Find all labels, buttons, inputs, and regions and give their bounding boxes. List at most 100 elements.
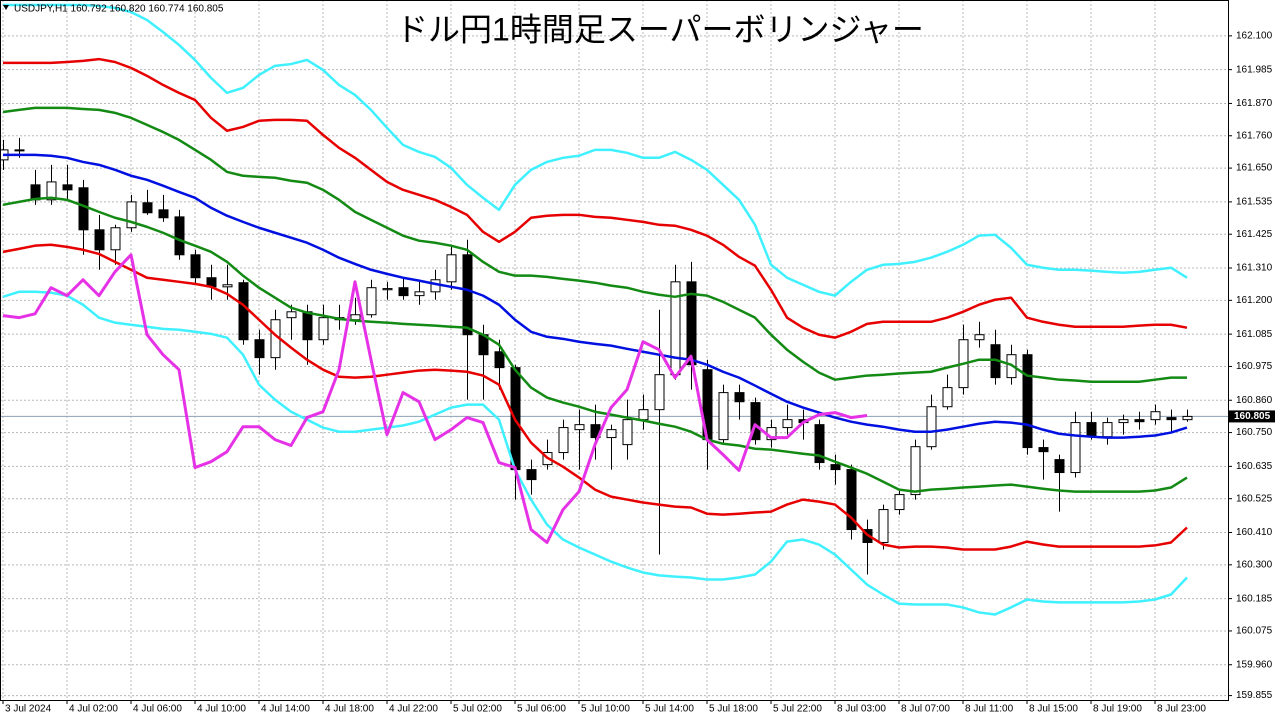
x-tick-label: 5 Jul 22:00 bbox=[773, 704, 822, 715]
candle-body bbox=[526, 469, 537, 481]
y-tick-label: 161.985 bbox=[1236, 64, 1273, 75]
y-tick-label: 160.410 bbox=[1236, 527, 1273, 538]
candle-body bbox=[926, 406, 937, 448]
band-line bbox=[2, 243, 1188, 551]
candle-body bbox=[398, 287, 409, 297]
candle-body bbox=[62, 184, 73, 191]
candle-body bbox=[302, 311, 313, 341]
candle-body bbox=[1102, 422, 1113, 438]
y-tick-label: 160.185 bbox=[1236, 593, 1273, 604]
x-tick-label: 8 Jul 11:00 bbox=[965, 704, 1014, 715]
candle-body bbox=[1070, 422, 1081, 474]
y-tick-label: 160.860 bbox=[1236, 395, 1273, 406]
y-tick-label: 160.635 bbox=[1236, 461, 1273, 472]
band-line bbox=[2, 196, 1188, 493]
y-tick-label: 160.975 bbox=[1236, 361, 1273, 372]
candle-body bbox=[942, 387, 953, 408]
plot-marks bbox=[0, 3, 1193, 616]
candle-body bbox=[94, 229, 105, 251]
last-price-label: 160.805 bbox=[1234, 411, 1271, 422]
x-tick-label: 5 Jul 14:00 bbox=[645, 704, 694, 715]
band-line bbox=[2, 106, 1187, 383]
candle-body bbox=[446, 254, 457, 283]
candle-body bbox=[462, 254, 473, 336]
x-tick-label: 8 Jul 03:00 bbox=[837, 704, 886, 715]
candle-body bbox=[414, 291, 425, 297]
candle-body bbox=[78, 187, 89, 231]
x-tick-label: 4 Jul 22:00 bbox=[389, 704, 438, 715]
x-tick-label: 5 Jul 10:00 bbox=[581, 704, 630, 715]
candle-body bbox=[910, 446, 921, 496]
y-tick-label: 159.960 bbox=[1236, 659, 1273, 670]
candle-body bbox=[1166, 417, 1177, 421]
candle-body bbox=[46, 181, 57, 201]
candle-body bbox=[1022, 354, 1033, 449]
y-tick-label: 161.760 bbox=[1236, 130, 1273, 141]
candle-body bbox=[558, 427, 569, 454]
candle-body bbox=[174, 216, 185, 256]
candle-body bbox=[782, 419, 793, 429]
band-line bbox=[3, 57, 1188, 339]
y-tick-label: 161.425 bbox=[1236, 229, 1273, 240]
candle-body bbox=[126, 201, 137, 229]
candle-body bbox=[846, 469, 857, 531]
candle-body bbox=[366, 287, 377, 316]
candle-body bbox=[286, 311, 297, 319]
y-tick-label: 160.300 bbox=[1236, 559, 1273, 570]
candle-body bbox=[222, 284, 233, 288]
candle-body bbox=[158, 209, 169, 219]
candle-body bbox=[574, 424, 585, 431]
plot-frame bbox=[0, 0, 1229, 701]
band-line bbox=[3, 3, 1188, 297]
candle-body bbox=[14, 149, 25, 152]
y-tick-label: 161.870 bbox=[1236, 98, 1273, 109]
band-line bbox=[2, 290, 1188, 616]
x-tick-label: 4 Jul 14:00 bbox=[261, 704, 310, 715]
candle-body bbox=[638, 409, 649, 421]
candle-body bbox=[1086, 422, 1097, 438]
candle-body bbox=[110, 227, 121, 251]
y-tick-label: 161.200 bbox=[1236, 295, 1273, 306]
x-tick-label: 4 Jul 10:00 bbox=[197, 704, 246, 715]
y-tick-label: 161.535 bbox=[1236, 197, 1273, 208]
x-tick-label: 5 Jul 06:00 bbox=[517, 704, 566, 715]
candle-body bbox=[734, 392, 745, 403]
last-price-box bbox=[1229, 410, 1275, 423]
x-tick-label: 8 Jul 23:00 bbox=[1157, 704, 1206, 715]
candle-body bbox=[382, 288, 393, 291]
x-tick-label: 8 Jul 15:00 bbox=[1029, 704, 1078, 715]
symbol-info: USDJPY,H1 160.792 160.820 160.774 160.80… bbox=[14, 4, 224, 15]
candle-body bbox=[654, 374, 665, 411]
chart-title: ドル円1時間足スーパーボリンジャー bbox=[396, 11, 924, 47]
candle-body bbox=[1054, 459, 1065, 474]
candle-body bbox=[142, 202, 153, 214]
x-tick-label: 4 Jul 18:00 bbox=[325, 704, 374, 715]
candle-body bbox=[350, 314, 361, 321]
x-tick-label: 4 Jul 06:00 bbox=[133, 704, 182, 715]
y-tick-label: 160.525 bbox=[1236, 493, 1273, 504]
symbol-icon bbox=[3, 5, 9, 10]
candle-body bbox=[1118, 419, 1129, 424]
candle-body bbox=[814, 424, 825, 464]
candle-body bbox=[622, 419, 633, 446]
candle-body bbox=[318, 317, 329, 341]
candle-body bbox=[606, 429, 617, 439]
candle-body bbox=[1134, 419, 1145, 423]
y-tick-label: 159.855 bbox=[1236, 690, 1273, 701]
y-tick-label: 162.100 bbox=[1236, 30, 1273, 41]
band-line bbox=[3, 153, 1188, 439]
candle-body bbox=[894, 494, 905, 511]
y-tick-label: 160.075 bbox=[1236, 626, 1273, 637]
x-tick-label: 5 Jul 18:00 bbox=[709, 704, 758, 715]
x-tick-label: 8 Jul 07:00 bbox=[901, 704, 950, 715]
candle-body bbox=[238, 282, 249, 341]
candle-body bbox=[750, 402, 761, 441]
y-tick-label: 161.310 bbox=[1236, 263, 1273, 274]
candle-body bbox=[254, 339, 265, 359]
candle-body bbox=[494, 351, 505, 369]
x-tick-label: 8 Jul 19:00 bbox=[1093, 704, 1142, 715]
y-tick-label: 160.750 bbox=[1236, 427, 1273, 438]
candle-body bbox=[878, 509, 889, 543]
